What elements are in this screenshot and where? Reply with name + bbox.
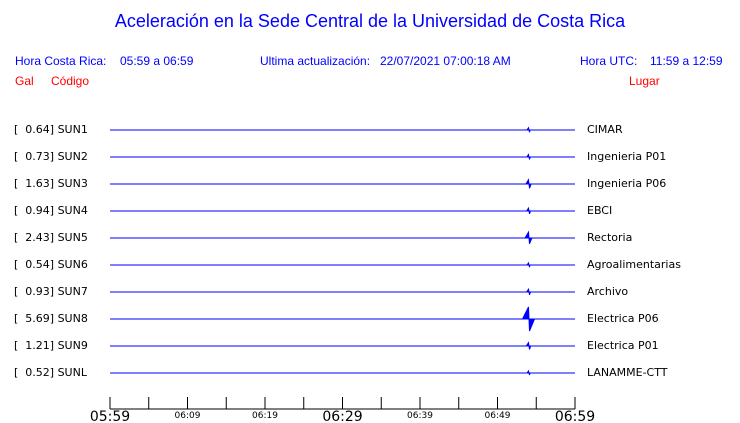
station-label: [ 0.52] SUNL	[14, 366, 87, 379]
station-row: [ 0.94] SUN4 EBCI	[0, 204, 740, 218]
column-place: Lugar	[629, 74, 660, 88]
station-place: Electrica P01	[587, 339, 659, 352]
station-label: [ 2.43] SUN5	[14, 231, 88, 244]
page-title: Aceleración en la Sede Central de la Uni…	[114, 11, 626, 31]
utc-time-label: Hora UTC:	[580, 54, 638, 68]
station-row: [ 0.73] SUN2 Ingenieria P01	[0, 150, 740, 164]
station-place: Electrica P06	[587, 312, 659, 325]
station-row: [ 2.43] SUN5 Rectoria	[0, 231, 740, 245]
station-place: LANAMME-CTT	[587, 366, 668, 379]
station-row: [ 0.93] SUN7 Archivo	[0, 285, 740, 299]
station-place: Agroalimentarias	[587, 258, 681, 271]
update-label: Ultima actualización:	[260, 54, 371, 68]
event-spike-SUN3	[524, 178, 532, 189]
station-place: Archivo	[587, 285, 629, 298]
station-label: [ 1.21] SUN9	[14, 339, 88, 352]
local-time-range: 05:59 a 06:59	[120, 54, 194, 68]
event-spike-SUN6	[525, 261, 531, 268]
event-spike-SUN1	[525, 126, 531, 133]
x-tick-label: 06:19	[252, 411, 278, 421]
update-value: 22/07/2021 07:00:18 AM	[380, 54, 511, 68]
station-place: Rectoria	[587, 231, 633, 244]
event-spike-SUN4	[525, 206, 532, 215]
utc-time-range: 11:59 a 12:59	[650, 54, 723, 68]
station-label: [ 0.54] SUN6	[14, 258, 88, 271]
station-label: [ 0.64] SUN1	[14, 123, 88, 136]
station-label: [ 5.69] SUN8	[14, 312, 88, 325]
event-spike-SUN5	[524, 230, 533, 245]
x-tick-label: 06:09	[175, 411, 201, 421]
station-row: [ 0.64] SUN1 CIMAR	[0, 123, 740, 137]
station-label: [ 0.73] SUN2	[14, 150, 88, 163]
station-row: [ 5.69] SUN8 Electrica P06	[0, 312, 740, 326]
column-gal: Gal	[15, 74, 34, 88]
station-label: [ 0.94] SUN4	[14, 204, 88, 217]
station-row: [ 0.54] SUN6 Agroalimentarias	[0, 258, 740, 272]
station-place: Ingenieria P06	[587, 177, 667, 190]
event-spike-SUN2	[525, 153, 531, 160]
event-spike-SUN8	[521, 306, 536, 332]
station-row: [ 0.52] SUNL LANAMME-CTT	[0, 366, 740, 380]
column-code: Código	[51, 74, 90, 88]
event-spike-SUNL	[525, 369, 531, 376]
station-label: [ 0.93] SUN7	[14, 285, 88, 298]
x-tick-label: 06:39	[407, 411, 433, 421]
station-row: [ 1.63] SUN3 Ingenieria P06	[0, 177, 740, 191]
station-place: EBCI	[587, 204, 613, 217]
event-spike-SUN9	[525, 341, 532, 350]
x-tick-label: 06:29	[322, 409, 362, 423]
x-tick-label: 06:59	[555, 409, 595, 423]
x-tick-label: 05:59	[90, 409, 130, 423]
x-tick-label: 06:49	[485, 411, 511, 421]
local-time-label: Hora Costa Rica:	[15, 54, 107, 68]
station-place: CIMAR	[587, 123, 623, 136]
station-label: [ 1.63] SUN3	[14, 177, 88, 190]
station-place: Ingenieria P01	[587, 150, 667, 163]
event-spike-SUN7	[525, 287, 532, 296]
station-row: [ 1.21] SUN9 Electrica P01	[0, 339, 740, 353]
